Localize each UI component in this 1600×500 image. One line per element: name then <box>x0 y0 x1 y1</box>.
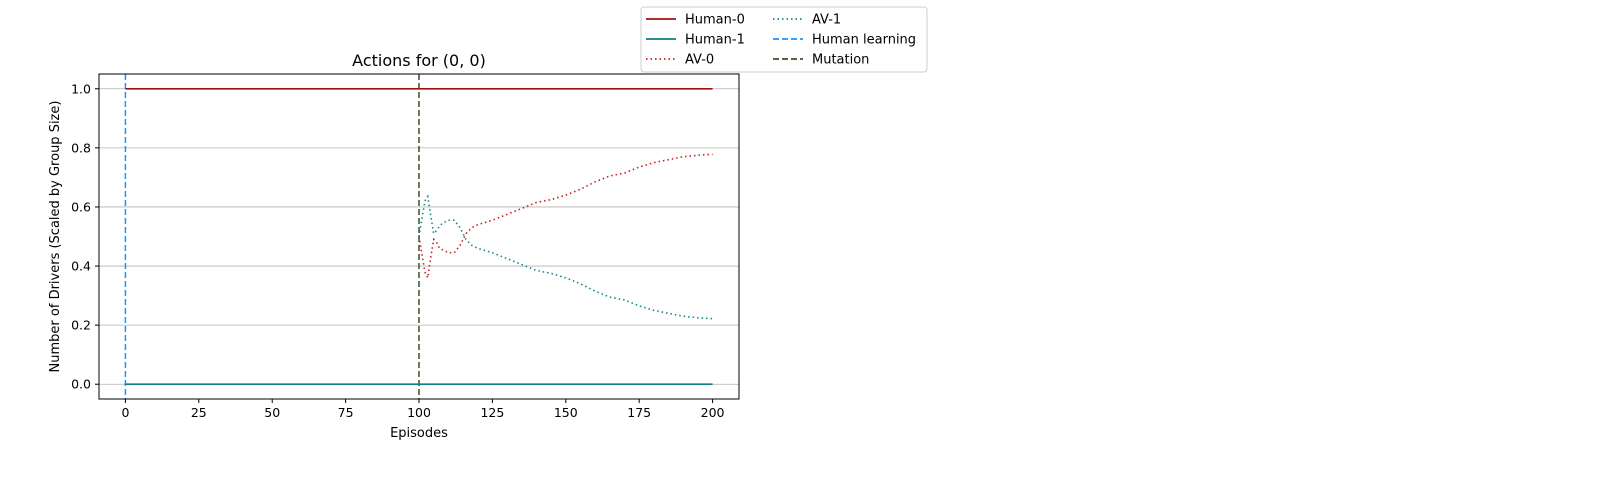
legend-item-human-1: Human-1 <box>646 33 745 48</box>
x-tick-label-5: 125 <box>480 405 504 420</box>
legend-label: Mutation <box>812 53 869 68</box>
x-tick-label-6: 150 <box>554 405 578 420</box>
legend-item-human-0: Human-0 <box>646 13 745 28</box>
x-axis-label: Episodes <box>390 426 448 441</box>
series-av-0 <box>418 153 713 281</box>
chart-title: Actions for (0, 0) <box>352 51 486 70</box>
legend-label: Human-1 <box>685 33 745 48</box>
y-tick-label-0: 0.0 <box>71 377 91 392</box>
x-tick-label-7: 175 <box>627 405 651 420</box>
series-layer <box>125 87 713 386</box>
x-tick-label-8: 200 <box>701 405 725 420</box>
y-tick-label-3: 0.6 <box>71 199 91 214</box>
legend-label: Human learning <box>812 33 916 48</box>
legend-item-av-1: AV-1 <box>773 13 841 28</box>
legend-label: Human-0 <box>685 13 745 28</box>
x-tick-label-0: 0 <box>121 405 129 420</box>
series-av-1 <box>418 194 713 320</box>
legend: Human-0 Human-1 AV-0 AV-1 Human learning Muta… <box>640 6 928 73</box>
x-tick-label-1: 25 <box>191 405 207 420</box>
x-tick-label-3: 75 <box>338 405 354 420</box>
vline-layer <box>124 74 420 399</box>
x-tick-label-2: 50 <box>264 405 280 420</box>
y-tick-label-2: 0.4 <box>71 259 91 274</box>
legend-item-human-learning: Human learning <box>773 33 916 48</box>
y-tick-label-1: 0.2 <box>71 318 91 333</box>
y-tick-label-4: 0.8 <box>71 140 91 155</box>
legend-label: AV-1 <box>812 13 841 28</box>
legend-item-mutation: Mutation <box>773 53 869 68</box>
x-tick-label-4: 100 <box>407 405 431 420</box>
y-tick-label-5: 1.0 <box>71 81 91 96</box>
legend-label: AV-0 <box>685 53 714 68</box>
legend-item-av-0: AV-0 <box>646 53 714 68</box>
y-axis-label: Number of Drivers (Scaled by Group Size) <box>48 101 63 373</box>
legend-items: Human-0 Human-1 AV-0 AV-1 Human learning Muta… <box>646 13 916 68</box>
x-axis-ticks: 0 25 50 75 100 125 150 175 200 <box>121 399 725 420</box>
y-axis-ticks: 0.0 0.2 0.4 0.6 0.8 1.0 <box>71 81 99 392</box>
